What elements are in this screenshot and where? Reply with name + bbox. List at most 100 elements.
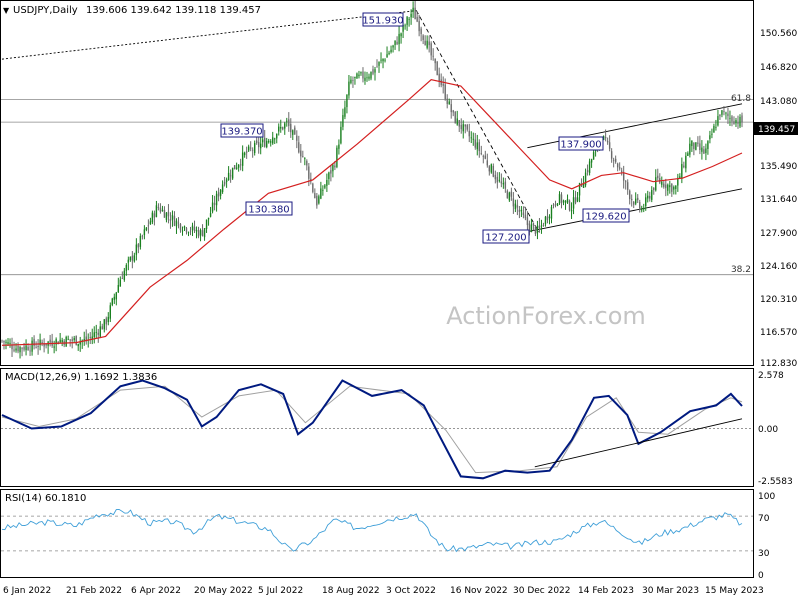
candle-body [9,342,11,344]
candle-body [530,224,533,233]
candle-body [27,346,29,351]
date-tick: 16 Nov 2022 [450,586,508,596]
candle-body [370,71,372,79]
candle-body [352,80,354,82]
price-tick: 127.900 [760,229,797,239]
candle-body [426,40,428,48]
trendline [416,10,539,232]
trendline [1,10,417,60]
trendline [527,188,743,233]
candle-body [560,194,563,204]
candle-body [175,220,178,227]
candle-body [711,133,713,135]
candle-body [731,116,733,122]
candle-body [404,25,406,27]
candle-body [578,182,581,196]
date-tick: 18 Aug 2022 [322,586,380,596]
candle-body [386,54,388,58]
candle-body [167,211,170,217]
date-tick: 30 Mar 2023 [642,586,699,596]
candle-body [635,198,637,204]
candle-body [119,279,122,287]
price-title: USDJPY,Daily [13,5,78,16]
candle-body [653,188,655,191]
price-tick: 135.490 [760,162,797,172]
candle-body [408,19,410,20]
candle-body [624,181,627,183]
rsi-title: RSI(14) 60.1810 [5,493,86,504]
candle-body [266,140,268,148]
candle-body [111,298,113,305]
candle-body [709,135,711,140]
candle-body [79,341,81,345]
moving-average-line [1,79,743,346]
candle-body [141,235,144,237]
candle-body [490,164,493,173]
candle-body [570,209,573,212]
candle-body [21,347,23,349]
candle-body [330,170,332,174]
candle-body [209,213,212,217]
candle-body [324,185,326,188]
candle-body [123,270,126,280]
candle-body [669,185,671,188]
candle-body [661,181,663,185]
candle-body [723,111,725,113]
annotation-137900: 137.900 [558,136,604,151]
candle-body [641,208,643,211]
candle-body [715,126,717,128]
candle-body [151,212,154,223]
candle-body [7,342,9,345]
candle-body [161,209,164,212]
candle-body [538,225,541,229]
candle-body [292,130,294,135]
svg-text:130.380: 130.380 [248,205,289,216]
candle-body [268,140,270,143]
candle-body [737,122,739,124]
candle-body [133,255,136,262]
candle-body [332,164,334,172]
price-tick: 146.820 [760,63,797,73]
candle-body [201,230,204,236]
candle-body [23,346,25,350]
rsi-lines [1,508,753,553]
candle-body [59,339,61,343]
candle-body [468,130,470,137]
candle-body [253,143,256,153]
candle-body [514,203,517,210]
candle-body [458,120,460,127]
price-tick: 112.830 [760,359,797,369]
candle-body [149,221,152,225]
date-tick: 3 Oct 2022 [386,586,436,596]
candle-body [43,343,45,347]
price-tick: 143.080 [760,97,797,107]
candle-body [300,150,302,157]
candle-body [719,114,721,117]
candle-body [460,124,462,130]
candle-body [546,216,549,220]
candle-body [438,73,440,82]
moving-average [1,79,743,346]
candle-body [665,184,667,189]
candle-body [290,124,292,133]
candle-body [699,143,701,151]
candle-body [558,194,561,204]
candle-body [693,142,695,149]
candle-body [520,209,523,212]
candle-body [243,152,246,156]
date-tick: 30 Dec 2022 [513,586,571,596]
candle-body [205,219,208,229]
candle-body [75,336,77,346]
candle-body [199,230,202,236]
candle-body [153,213,156,218]
candle-body [673,186,675,190]
candle-body [472,138,474,140]
candle-body [25,345,27,351]
candle-body [129,256,132,261]
macd-tick: -2.5583 [758,477,793,487]
candle-body [685,155,687,169]
candle-body [255,140,258,144]
candle-body [372,69,374,74]
price-tick: 124.160 [760,262,797,272]
candle-body [189,230,192,232]
